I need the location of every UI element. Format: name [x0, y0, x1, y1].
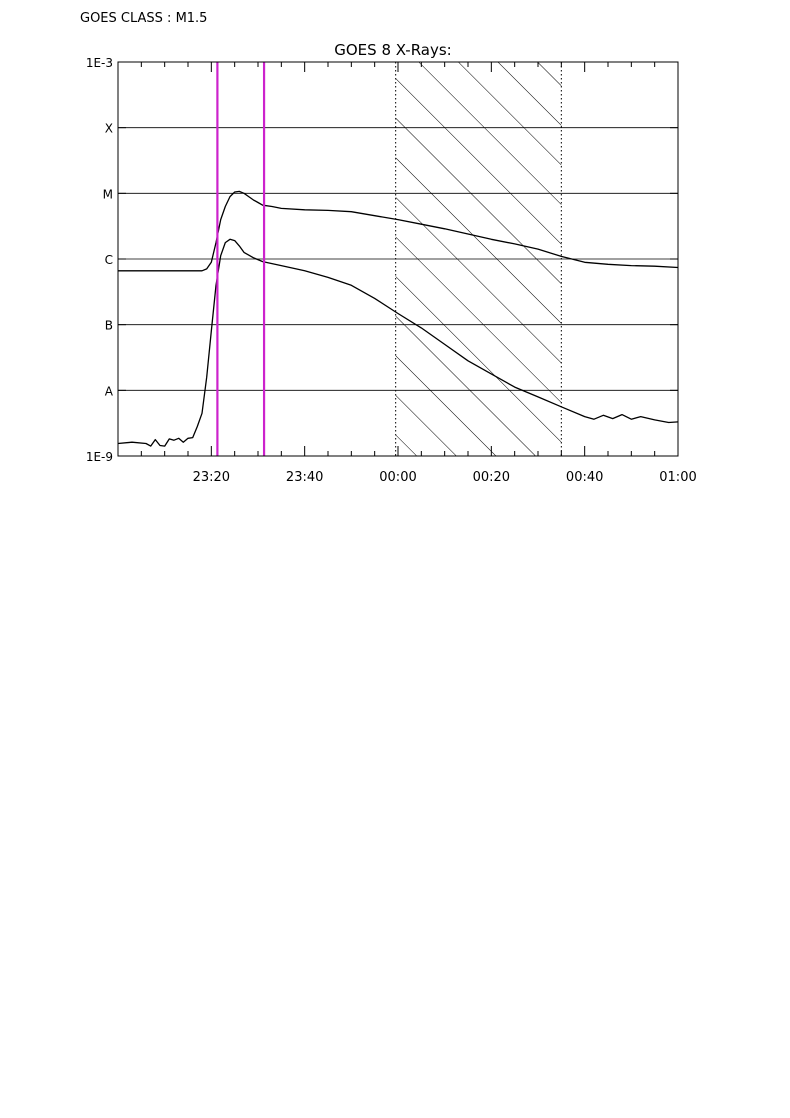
- chart-title: GOES 8 X-Rays:: [334, 41, 451, 59]
- goes-class-label: GOES CLASS : M1.5: [80, 11, 208, 26]
- y-tick-label: B: [105, 319, 113, 333]
- y-tick-label: X: [105, 122, 113, 136]
- y-tick-label: 1E-9: [86, 450, 113, 464]
- goes-xray-chart: GOES 8 X-Rays: 23:20 23:40 00:00 00:20 00:40…: [86, 41, 697, 485]
- x-tick-label: 23:40: [286, 470, 323, 485]
- y-tick-label: A: [105, 384, 114, 398]
- series-line-0: [118, 190, 678, 272]
- x-tick-label: 23:20: [193, 470, 230, 485]
- x-tick-label: 00:00: [379, 470, 416, 485]
- series-line-1: [118, 238, 678, 447]
- x-tick-label: 00:20: [473, 470, 510, 485]
- y-tick-label: C: [105, 253, 113, 267]
- x-tick-label: 01:00: [659, 470, 696, 485]
- y-tick-label: M: [103, 187, 113, 201]
- y-tick-label: 1E-3: [86, 56, 113, 70]
- x-tick-label: 00:40: [566, 470, 603, 485]
